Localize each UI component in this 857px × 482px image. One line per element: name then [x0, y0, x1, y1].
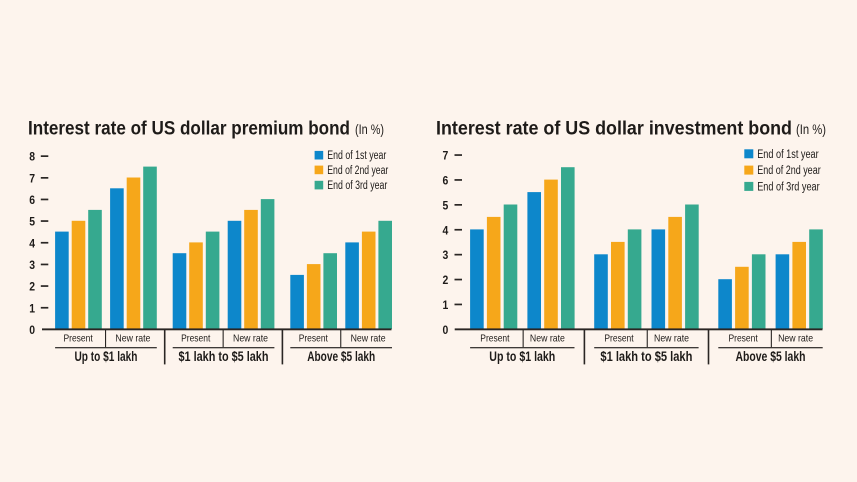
svg-text:New rate: New rate [351, 333, 386, 345]
svg-text:Above $5 lakh: Above $5 lakh [736, 349, 806, 364]
svg-text:3: 3 [29, 258, 35, 272]
svg-text:Up to $1 lakh: Up to $1 lakh [75, 349, 138, 364]
svg-text:$1 lakh to $5 lakh: $1 lakh to $5 lakh [179, 349, 269, 364]
svg-text:End of 2nd year: End of 2nd year [757, 165, 821, 177]
svg-text:New rate: New rate [654, 333, 689, 345]
svg-text:End of 3rd year: End of 3rd year [327, 180, 387, 192]
svg-text:$1 lakh to $5 lakh: $1 lakh to $5 lakh [600, 349, 692, 364]
svg-text:Interest rate of US dollar inv: Interest rate of US dollar investment bo… [436, 118, 792, 140]
svg-text:New rate: New rate [233, 333, 268, 345]
svg-text:Present: Present [181, 333, 210, 345]
svg-text:7: 7 [443, 149, 449, 163]
svg-text:Present: Present [604, 333, 633, 345]
svg-text:New rate: New rate [778, 333, 813, 345]
svg-text:Above $5 lakh: Above $5 lakh [307, 349, 375, 364]
svg-text:1: 1 [443, 298, 449, 312]
svg-text:4: 4 [443, 223, 449, 237]
svg-text:5: 5 [29, 215, 35, 229]
svg-text:1: 1 [29, 301, 35, 315]
svg-text:4: 4 [29, 236, 35, 250]
svg-text:6: 6 [443, 174, 449, 188]
svg-text:2: 2 [29, 280, 35, 294]
svg-text:3: 3 [443, 248, 449, 262]
svg-text:Present: Present [64, 333, 93, 345]
svg-text:Interest rate of US dollar pre: Interest rate of US dollar premium bond [28, 118, 350, 140]
svg-text:(In %): (In %) [355, 122, 384, 137]
svg-text:Up to $1 lakh: Up to $1 lakh [489, 349, 555, 364]
svg-text:End of 1st year: End of 1st year [757, 149, 819, 161]
svg-text:New rate: New rate [530, 333, 565, 345]
svg-text:Present: Present [299, 333, 328, 345]
svg-text:6: 6 [29, 193, 35, 207]
svg-text:7: 7 [29, 171, 35, 185]
svg-text:(In %): (In %) [796, 122, 826, 137]
svg-text:New rate: New rate [115, 333, 150, 345]
svg-text:End of 1st year: End of 1st year [327, 150, 386, 162]
svg-text:2: 2 [443, 273, 449, 287]
svg-text:8: 8 [29, 150, 35, 164]
svg-text:End of 3rd year: End of 3rd year [757, 182, 820, 194]
svg-text:Present: Present [480, 333, 509, 345]
svg-text:End of 2nd year: End of 2nd year [327, 165, 388, 177]
svg-text:Present: Present [729, 333, 758, 345]
svg-text:5: 5 [443, 198, 449, 212]
svg-text:0: 0 [29, 323, 35, 337]
svg-text:0: 0 [443, 323, 449, 337]
